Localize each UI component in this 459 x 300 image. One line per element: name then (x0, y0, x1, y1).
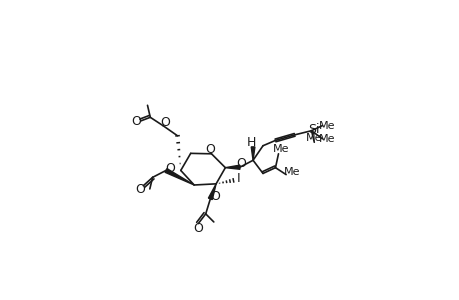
Text: Me: Me (272, 144, 289, 154)
Polygon shape (225, 165, 240, 169)
Text: O: O (165, 162, 175, 175)
Polygon shape (251, 147, 254, 160)
Text: O: O (210, 190, 219, 203)
Text: O: O (205, 143, 215, 156)
Text: Me: Me (283, 167, 299, 177)
Text: H: H (246, 136, 256, 149)
Text: Si: Si (308, 123, 319, 136)
Text: O: O (135, 183, 145, 196)
Text: I: I (236, 172, 240, 185)
Text: O: O (160, 116, 170, 129)
Text: O: O (235, 157, 246, 169)
Polygon shape (165, 169, 194, 185)
Text: Me: Me (319, 121, 335, 130)
Text: O: O (192, 222, 202, 235)
Text: O: O (131, 115, 140, 128)
Text: Me: Me (319, 134, 335, 144)
Polygon shape (208, 184, 216, 200)
Text: Me: Me (305, 133, 322, 142)
